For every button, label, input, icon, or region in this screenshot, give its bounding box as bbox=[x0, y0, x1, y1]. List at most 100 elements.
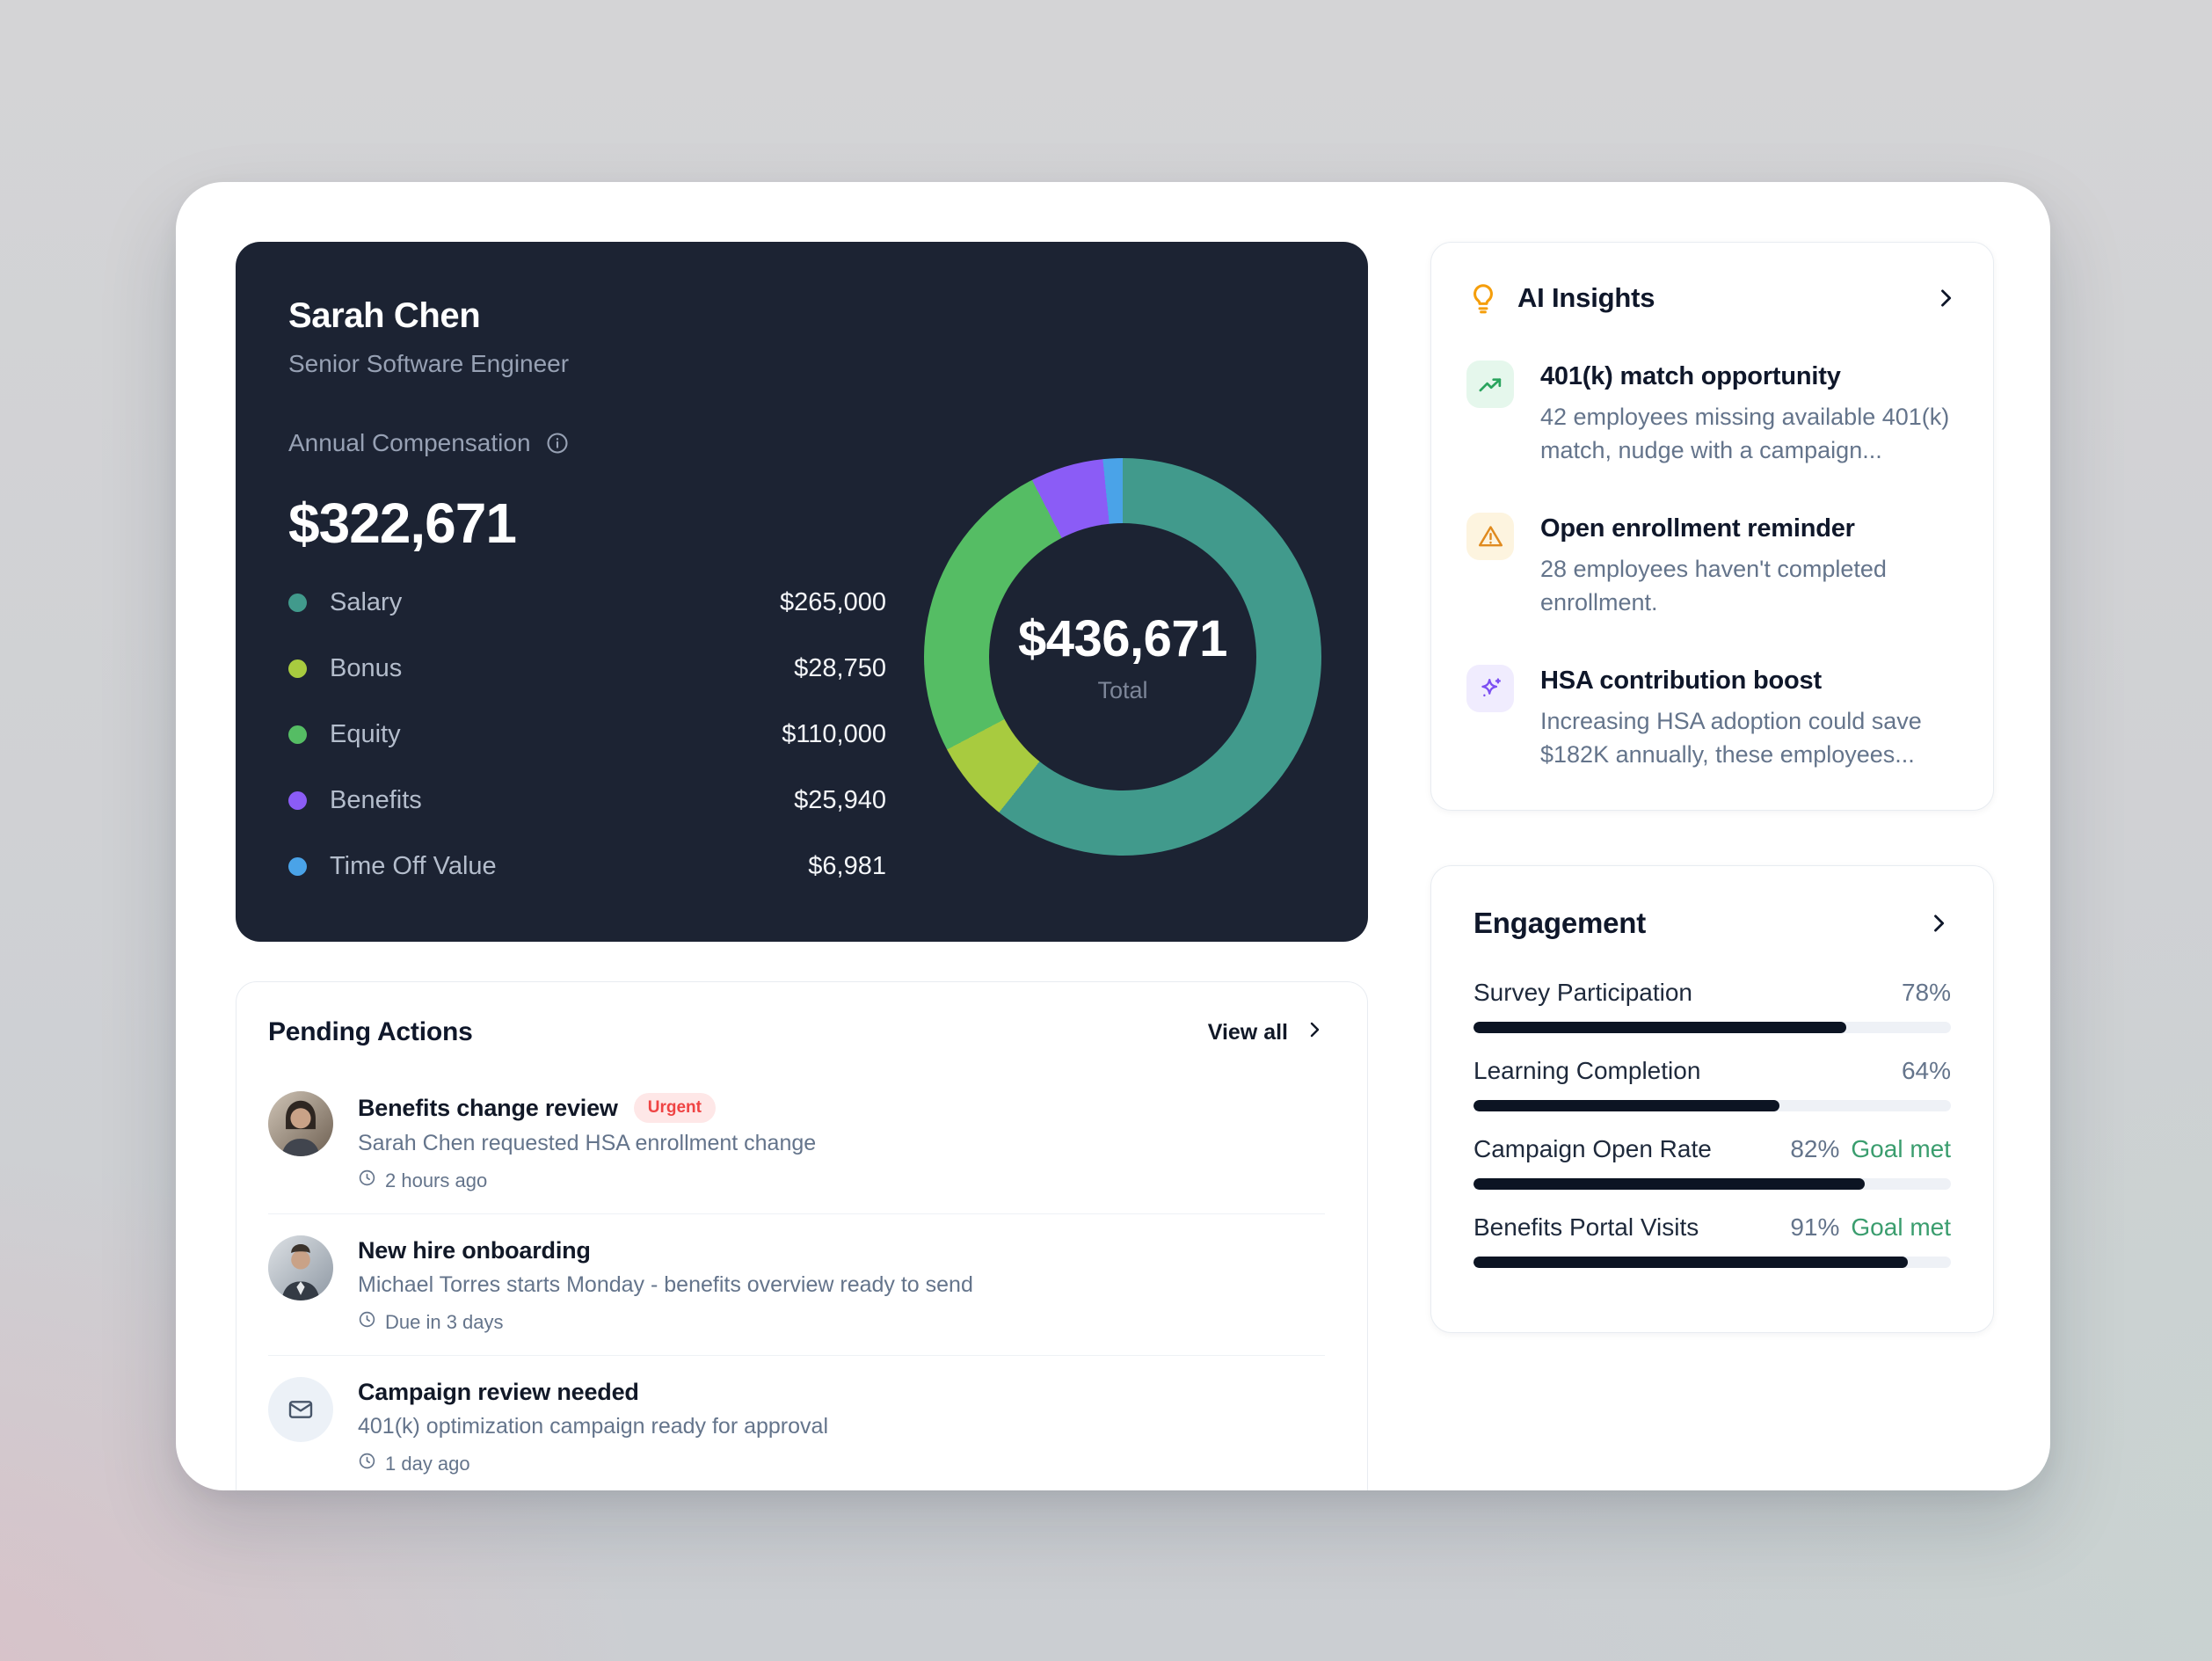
legend-label: Salary bbox=[330, 588, 403, 616]
pending-item-description: 401(k) optimization campaign ready for a… bbox=[358, 1414, 828, 1439]
progress-bar-fill bbox=[1473, 1100, 1779, 1111]
trend-up-icon bbox=[1466, 361, 1514, 408]
legend-row: Equity $110,000 bbox=[288, 702, 886, 768]
envelope-icon bbox=[268, 1377, 333, 1442]
legend-label: Time Off Value bbox=[330, 852, 497, 880]
pending-item-description: Michael Torres starts Monday - benefits … bbox=[358, 1272, 973, 1297]
metric-value: 78% bbox=[1901, 979, 1951, 1006]
clock-icon bbox=[358, 1169, 376, 1192]
metric-value: 91% bbox=[1790, 1213, 1840, 1241]
ai-insight-description: Increasing HSA adoption could save $182K… bbox=[1540, 708, 1922, 768]
pending-item-timestamp: Due in 3 days bbox=[358, 1310, 973, 1334]
avatar-woman-icon bbox=[268, 1091, 333, 1156]
legend-color-dot bbox=[288, 725, 307, 744]
metric-label: Benefits Portal Visits bbox=[1473, 1213, 1699, 1241]
pending-action-item[interactable]: Benefits change review Urgent Sarah Chen… bbox=[268, 1070, 1325, 1214]
pending-actions-list: Benefits change review Urgent Sarah Chen… bbox=[268, 1070, 1325, 1490]
pending-actions-header: Pending Actions View all bbox=[268, 1017, 1325, 1047]
legend-value: $265,000 bbox=[780, 588, 886, 616]
view-all-button[interactable]: View all bbox=[1208, 1019, 1325, 1046]
metric-value: 64% bbox=[1901, 1057, 1951, 1084]
engagement-metric: Survey Participation 78% bbox=[1473, 979, 1951, 1033]
ai-insights-header: AI Insights bbox=[1466, 281, 1958, 315]
pending-item-title: New hire onboarding bbox=[358, 1237, 591, 1264]
legend-color-dot bbox=[288, 791, 307, 810]
sparkles-icon bbox=[1466, 665, 1514, 712]
pending-item-title: Benefits change review bbox=[358, 1094, 618, 1121]
legend-color-dot bbox=[288, 659, 307, 678]
pending-actions-title: Pending Actions bbox=[268, 1017, 473, 1046]
pending-action-item[interactable]: Campaign review needed 401(k) optimizati… bbox=[268, 1356, 1325, 1490]
engagement-metrics-list: Survey Participation 78% bbox=[1473, 979, 1951, 1268]
ai-insight-item[interactable]: HSA contribution boost Increasing HSA ad… bbox=[1466, 665, 1958, 771]
ai-insight-title: HSA contribution boost bbox=[1540, 667, 1822, 695]
metric-label: Learning Completion bbox=[1473, 1057, 1701, 1084]
metric-goal-badge: Goal met bbox=[1851, 1213, 1951, 1241]
metric-goal-badge: Goal met bbox=[1851, 1135, 1951, 1162]
ai-insight-item[interactable]: 401(k) match opportunity 42 employees mi… bbox=[1466, 361, 1958, 467]
pending-item-timestamp: 2 hours ago bbox=[358, 1169, 816, 1192]
legend-color-dot bbox=[288, 594, 307, 612]
engagement-title: Engagement bbox=[1473, 907, 1647, 939]
progress-bar-fill bbox=[1473, 1178, 1866, 1190]
right-column: AI Insights 401(k) match opportunity 42 … bbox=[1430, 242, 1994, 1333]
legend-label: Bonus bbox=[330, 654, 403, 682]
pending-action-item[interactable]: New hire onboarding Michael Torres start… bbox=[268, 1214, 1325, 1356]
legend-row: Time Off Value $6,981 bbox=[288, 834, 886, 900]
metric-label: Campaign Open Rate bbox=[1473, 1135, 1712, 1162]
legend-value: $6,981 bbox=[808, 852, 886, 880]
pending-item-description: Sarah Chen requested HSA enrollment chan… bbox=[358, 1131, 817, 1155]
progress-bar-fill bbox=[1473, 1257, 1909, 1268]
ai-insight-title: 401(k) match opportunity bbox=[1540, 362, 1841, 390]
legend-color-dot bbox=[288, 857, 307, 876]
progress-bar-track bbox=[1473, 1178, 1951, 1190]
donut-ring bbox=[924, 458, 1321, 856]
engagement-card: Engagement Survey Participation 78% bbox=[1430, 865, 1994, 1333]
legend-label: Benefits bbox=[330, 786, 422, 814]
engagement-metric: Learning Completion 64% bbox=[1473, 1057, 1951, 1111]
compensation-legend: Salary $265,000 Bonus $28,750 Equity $11… bbox=[288, 570, 886, 900]
employee-role: Senior Software Engineer bbox=[288, 350, 570, 377]
engagement-header: Engagement bbox=[1473, 907, 1951, 940]
clock-icon bbox=[358, 1310, 376, 1334]
ai-insight-item[interactable]: Open enrollment reminder 28 employees ha… bbox=[1466, 513, 1958, 619]
legend-value: $25,940 bbox=[794, 786, 886, 814]
clock-icon bbox=[358, 1452, 376, 1475]
compensation-donut-chart: $436,671 Total bbox=[924, 458, 1321, 856]
view-all-label: View all bbox=[1207, 1019, 1288, 1045]
engagement-expand-button[interactable] bbox=[1926, 911, 1951, 936]
employee-name: Sarah Chen bbox=[288, 296, 481, 335]
ai-insight-description: 42 employees missing available 401(k) ma… bbox=[1540, 404, 1950, 463]
legend-row: Bonus $28,750 bbox=[288, 636, 886, 702]
annual-compensation-section: Annual Compensation bbox=[288, 429, 1315, 457]
progress-bar-fill bbox=[1473, 1022, 1846, 1033]
info-icon[interactable] bbox=[545, 431, 570, 455]
pending-actions-card: Pending Actions View all Benefits change… bbox=[236, 981, 1368, 1490]
ai-insights-title: AI Insights bbox=[1517, 282, 1655, 313]
progress-bar-track bbox=[1473, 1100, 1951, 1111]
pending-item-title: Campaign review needed bbox=[358, 1379, 639, 1405]
annual-compensation-amount: $322,671 bbox=[288, 492, 517, 555]
left-column: Sarah Chen Senior Software Engineer Annu… bbox=[236, 242, 1368, 1490]
legend-row: Benefits $25,940 bbox=[288, 768, 886, 834]
ai-insights-list: 401(k) match opportunity 42 employees mi… bbox=[1466, 361, 1958, 771]
pending-item-timestamp: 1 day ago bbox=[358, 1452, 828, 1475]
legend-label: Equity bbox=[330, 720, 401, 748]
metric-label: Survey Participation bbox=[1473, 979, 1693, 1006]
donut-total-value: $436,671 bbox=[1018, 610, 1227, 667]
dashboard-panel: Sarah Chen Senior Software Engineer Annu… bbox=[176, 182, 2050, 1490]
ai-insights-card: AI Insights 401(k) match opportunity 42 … bbox=[1430, 242, 1994, 811]
lightbulb-icon bbox=[1466, 281, 1500, 315]
warning-triangle-icon bbox=[1466, 513, 1514, 560]
engagement-metric: Campaign Open Rate 82% Goal met bbox=[1473, 1135, 1951, 1190]
annual-compensation-label: Annual Compensation bbox=[288, 429, 531, 456]
legend-value: $28,750 bbox=[794, 654, 886, 682]
legend-value: $110,000 bbox=[782, 720, 886, 748]
progress-bar-track bbox=[1473, 1022, 1951, 1033]
chevron-right-icon bbox=[1304, 1019, 1325, 1046]
urgent-badge: Urgent bbox=[633, 1093, 716, 1123]
engagement-metric: Benefits Portal Visits 91% Goal met bbox=[1473, 1213, 1951, 1268]
avatar-man-icon bbox=[268, 1235, 333, 1300]
ai-insights-expand-button[interactable] bbox=[1933, 286, 1958, 310]
donut-total-label: Total bbox=[1097, 677, 1148, 703]
